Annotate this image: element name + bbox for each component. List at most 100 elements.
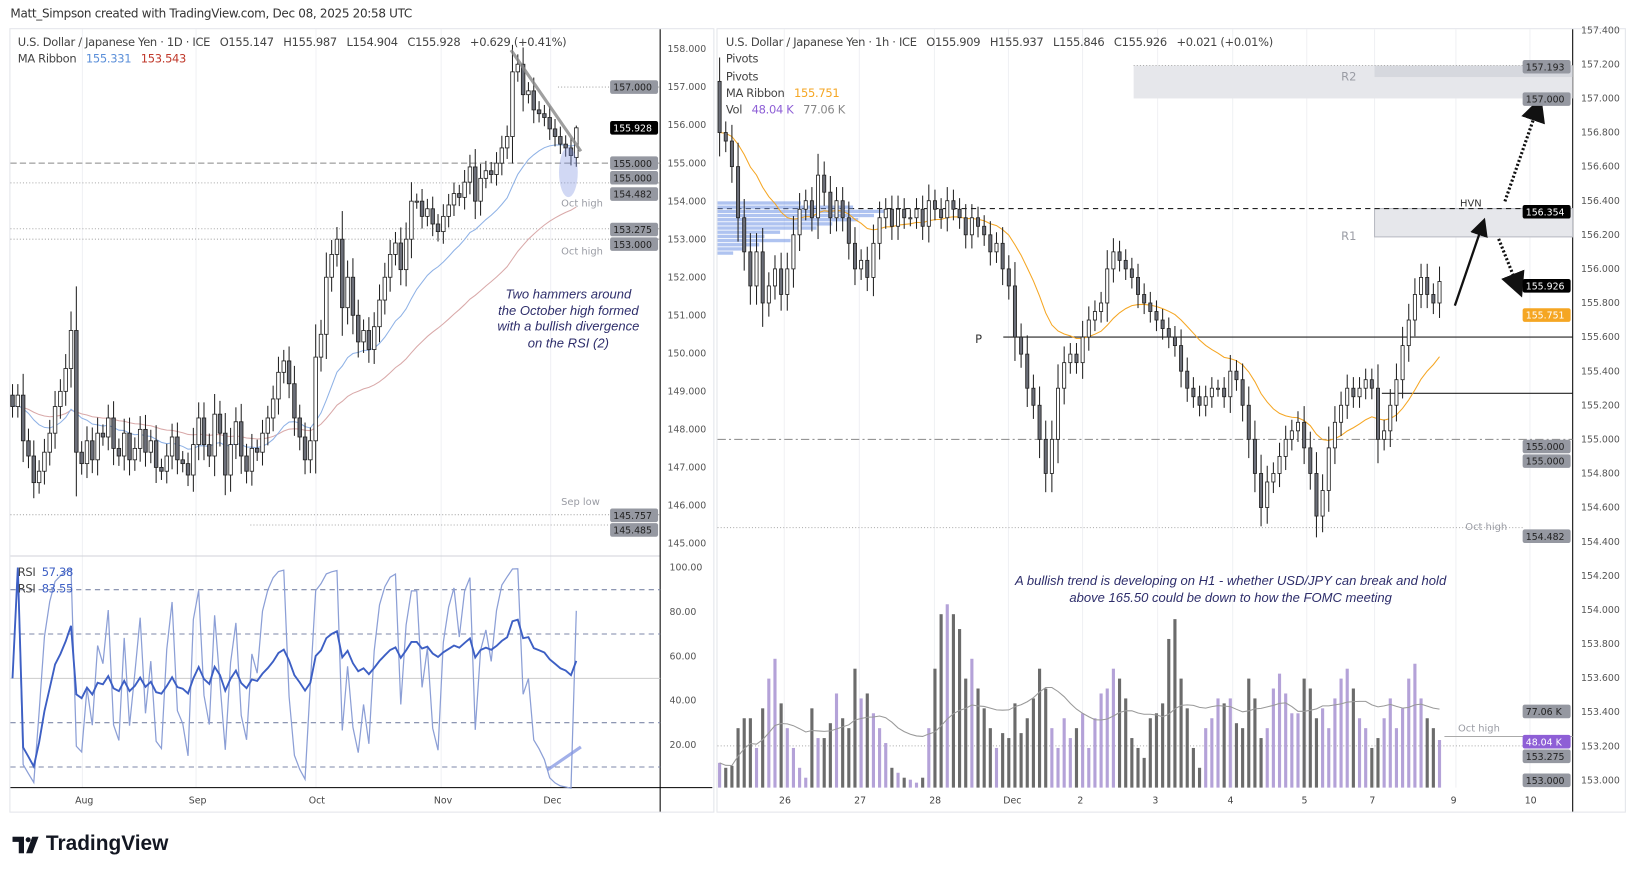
daily-candle <box>313 356 318 442</box>
hourly-candle <box>859 259 864 270</box>
hourly-candle <box>1302 421 1307 449</box>
left-symbol[interactable]: U.S. Dollar / Japanese Yen · 1D · ICE <box>17 35 211 50</box>
right-chart-panel[interactable] <box>716 28 1626 813</box>
y-tick-label: 153.000 <box>667 234 706 245</box>
y-tick-label: 155.800 <box>1581 298 1620 309</box>
hourly-candle <box>840 200 845 219</box>
y-tick-label: 145.000 <box>667 539 706 550</box>
volume-bar <box>1050 728 1054 788</box>
rsi-14-line <box>11 567 578 770</box>
volume-bar <box>1364 728 1368 788</box>
left-ma-legend[interactable]: MA Ribbon 155.331 153.543 <box>18 52 193 66</box>
y-tick-label: 156.800 <box>1581 128 1620 139</box>
hourly-candle <box>822 174 827 193</box>
volume-bar <box>1105 688 1109 788</box>
volume-bar <box>748 718 752 788</box>
volume-bar <box>921 777 925 788</box>
bullish-arrow <box>1453 217 1488 307</box>
rsi-legend-2[interactable]: RSI 83.55 <box>18 582 80 596</box>
rsi-legend-1[interactable]: RSI 57.38 <box>18 565 80 579</box>
hourly-candle <box>1092 311 1097 321</box>
hourly-candle <box>932 200 937 210</box>
right-symbol[interactable]: U.S. Dollar / Japanese Yen · 1h · ICE <box>725 35 917 50</box>
hourly-candle <box>926 200 931 227</box>
vol-label: Vol <box>725 103 743 117</box>
daily-candle <box>366 330 372 350</box>
x-tick-label: 26 <box>779 795 791 806</box>
right-ma-legend[interactable]: MA Ribbon 155.751 <box>726 87 846 101</box>
y-tick-label: 155.600 <box>1581 332 1620 343</box>
hourly-candle <box>1283 438 1288 457</box>
y-tick-label: 148.000 <box>667 425 706 436</box>
daily-candle <box>127 432 132 461</box>
volume-profile-bar <box>717 218 859 222</box>
y-tick-label: 153.200 <box>1581 741 1620 752</box>
ma-label: MA Ribbon <box>17 52 77 66</box>
tradingview-logo[interactable]: TradingView <box>12 832 169 856</box>
x-tick-label: 28 <box>929 795 941 806</box>
hourly-candle <box>772 268 777 287</box>
hourly-candle <box>1025 353 1030 389</box>
volume-bar <box>951 614 955 788</box>
daily-candle <box>542 113 547 118</box>
hourly-candle <box>1000 242 1005 270</box>
hourly-candle <box>1369 379 1374 389</box>
daily-candle <box>191 444 196 476</box>
hourly-candle <box>1099 302 1104 312</box>
volume-badge-bg <box>1522 734 1571 749</box>
daily-candle <box>499 147 505 164</box>
daily-candle <box>308 440 313 461</box>
x-tick-label: 7 <box>1369 795 1375 806</box>
daily-candle <box>212 413 217 457</box>
volume-bar <box>810 708 814 788</box>
hourly-candle <box>988 234 993 253</box>
volume-bar <box>1265 728 1269 788</box>
daily-candle <box>153 440 159 468</box>
rsi-tick-label: 100.00 <box>670 563 703 574</box>
volume-bar <box>927 728 931 788</box>
daily-candle <box>552 128 558 137</box>
y-tick-label: 154.800 <box>1581 469 1620 480</box>
daily-candle <box>414 200 419 203</box>
hourly-candle <box>1296 421 1300 432</box>
volume-bar <box>1130 738 1134 788</box>
price-badge: 154.482 <box>613 190 652 201</box>
volume-bar <box>896 772 900 788</box>
hourly-candle <box>1252 438 1257 474</box>
y-tick-label: 154.400 <box>1581 537 1620 548</box>
pivots-legend[interactable]: Pivots <box>725 52 759 66</box>
y-tick-label: 154.000 <box>667 196 706 207</box>
daily-candle <box>90 440 95 461</box>
volume-bar <box>1001 733 1005 788</box>
y-tick-label: 152.000 <box>667 272 706 283</box>
rsi-value: 83.55 <box>41 582 74 596</box>
daily-candle <box>520 63 526 96</box>
hourly-candle <box>1197 396 1202 406</box>
x-tick-label: 4 <box>1227 795 1233 806</box>
oct-high-label: Oct high <box>1465 521 1508 534</box>
volume-bar <box>1413 663 1417 788</box>
daily-candle <box>473 166 478 202</box>
daily-candle <box>31 455 36 484</box>
hourly-candle <box>1216 387 1220 390</box>
x-tick-label: Nov <box>434 795 453 806</box>
hourly-candle <box>908 217 913 220</box>
right-annotation[interactable]: A bullish trend is developing on H1 - wh… <box>970 574 1491 606</box>
price-badge-bg <box>610 170 659 185</box>
daily-candle <box>292 383 297 419</box>
daily-candle <box>398 242 403 271</box>
hourly-candle <box>1179 345 1184 372</box>
ma-label: MA Ribbon <box>725 86 785 101</box>
left-annotation[interactable]: Two hammers around the October high form… <box>475 287 663 352</box>
daily-candle <box>36 470 42 484</box>
pivots-legend[interactable]: Pivots <box>725 69 759 84</box>
volume-bar <box>1044 688 1048 788</box>
daily-candle <box>223 432 228 476</box>
price-badge: 153.000 <box>613 240 652 251</box>
volume-bar <box>1154 713 1159 788</box>
hourly-candle <box>809 200 814 219</box>
y-tick-label: 156.200 <box>1581 230 1620 241</box>
volume-legend[interactable]: Vol 48.04 K 77.06 K <box>726 103 851 117</box>
price-badge: 156.354 <box>1526 207 1565 218</box>
